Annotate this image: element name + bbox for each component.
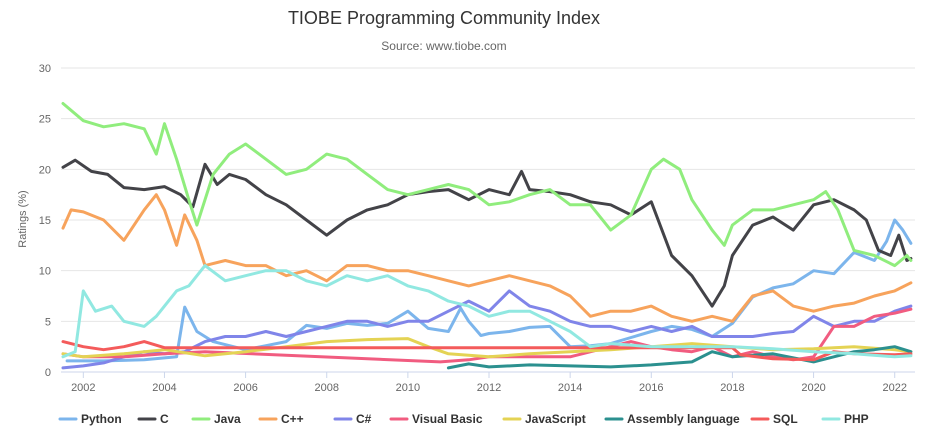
series-line-python[interactable] bbox=[65, 218, 913, 363]
gridlines bbox=[61, 67, 915, 373]
x-tick-label: 2018 bbox=[720, 382, 744, 394]
legend-label: Java bbox=[214, 412, 241, 426]
legend-item-c[interactable]: C++ bbox=[258, 412, 304, 426]
y-tick-label: 20 bbox=[39, 164, 51, 176]
x-tick-label: 2004 bbox=[152, 382, 176, 394]
legend-item-php[interactable]: PHP bbox=[821, 412, 869, 426]
x-tick-label: 2002 bbox=[71, 382, 95, 394]
y-tick-label: 30 bbox=[39, 63, 51, 75]
x-tick-label: 2016 bbox=[639, 382, 663, 394]
legend-item-c[interactable]: C# bbox=[333, 412, 372, 426]
x-tick-label: 2010 bbox=[396, 382, 420, 394]
chart-title: TIOBE Programming Community Index bbox=[288, 8, 600, 28]
x-tick-label: 2022 bbox=[882, 382, 906, 394]
x-tick-label: 2008 bbox=[314, 382, 338, 394]
legend-item-c[interactable]: C bbox=[137, 412, 169, 426]
series-line-assembly-language[interactable] bbox=[446, 345, 913, 370]
series-lines bbox=[61, 102, 913, 370]
series-line-php[interactable] bbox=[61, 264, 913, 359]
series-line-c[interactable] bbox=[61, 289, 913, 370]
legend-item-python[interactable]: Python bbox=[58, 412, 122, 426]
legend-item-javascript[interactable]: JavaScript bbox=[502, 412, 586, 426]
y-tick-label: 25 bbox=[39, 114, 51, 126]
legend-label: JavaScript bbox=[525, 412, 586, 426]
y-tick-label: 0 bbox=[45, 367, 51, 379]
legend: Python C Java C++ C# Visual Basic JavaScript As… bbox=[58, 412, 869, 426]
x-tick-label: 2020 bbox=[801, 382, 825, 394]
x-tick-label: 2006 bbox=[233, 382, 257, 394]
legend-label: Assembly language bbox=[627, 412, 740, 426]
legend-item-java[interactable]: Java bbox=[191, 412, 241, 426]
x-axis-ticks: 2002 2004 2006 2008 2010 2012 2014 2016 2018 2020… bbox=[71, 372, 907, 394]
legend-label: PHP bbox=[844, 412, 869, 426]
y-axis-ticks: 0 5 10 15 20 25 30 bbox=[39, 63, 51, 379]
series-line-c[interactable] bbox=[61, 158, 913, 308]
legend-item-sql[interactable]: SQL bbox=[750, 412, 798, 426]
y-tick-label: 5 bbox=[45, 316, 51, 328]
y-axis-label: Ratings (%) bbox=[17, 190, 29, 247]
series-line-sql[interactable] bbox=[61, 340, 913, 362]
series-line-java[interactable] bbox=[61, 102, 913, 268]
series-line-c[interactable] bbox=[61, 193, 913, 323]
legend-label: SQL bbox=[773, 412, 798, 426]
legend-item-visual-basic[interactable]: Visual Basic bbox=[389, 412, 483, 426]
legend-label: Python bbox=[81, 412, 122, 426]
x-tick-label: 2014 bbox=[558, 382, 582, 394]
legend-label: C++ bbox=[281, 412, 304, 426]
chart-subtitle: Source: www.tiobe.com bbox=[381, 39, 506, 53]
x-tick-label: 2012 bbox=[477, 382, 501, 394]
legend-label: Visual Basic bbox=[412, 412, 483, 426]
legend-item-assembly-language[interactable]: Assembly language bbox=[604, 412, 740, 426]
y-tick-label: 10 bbox=[39, 266, 51, 278]
y-tick-label: 15 bbox=[39, 215, 51, 227]
legend-label: C bbox=[160, 412, 169, 426]
legend-label: C# bbox=[356, 412, 372, 426]
